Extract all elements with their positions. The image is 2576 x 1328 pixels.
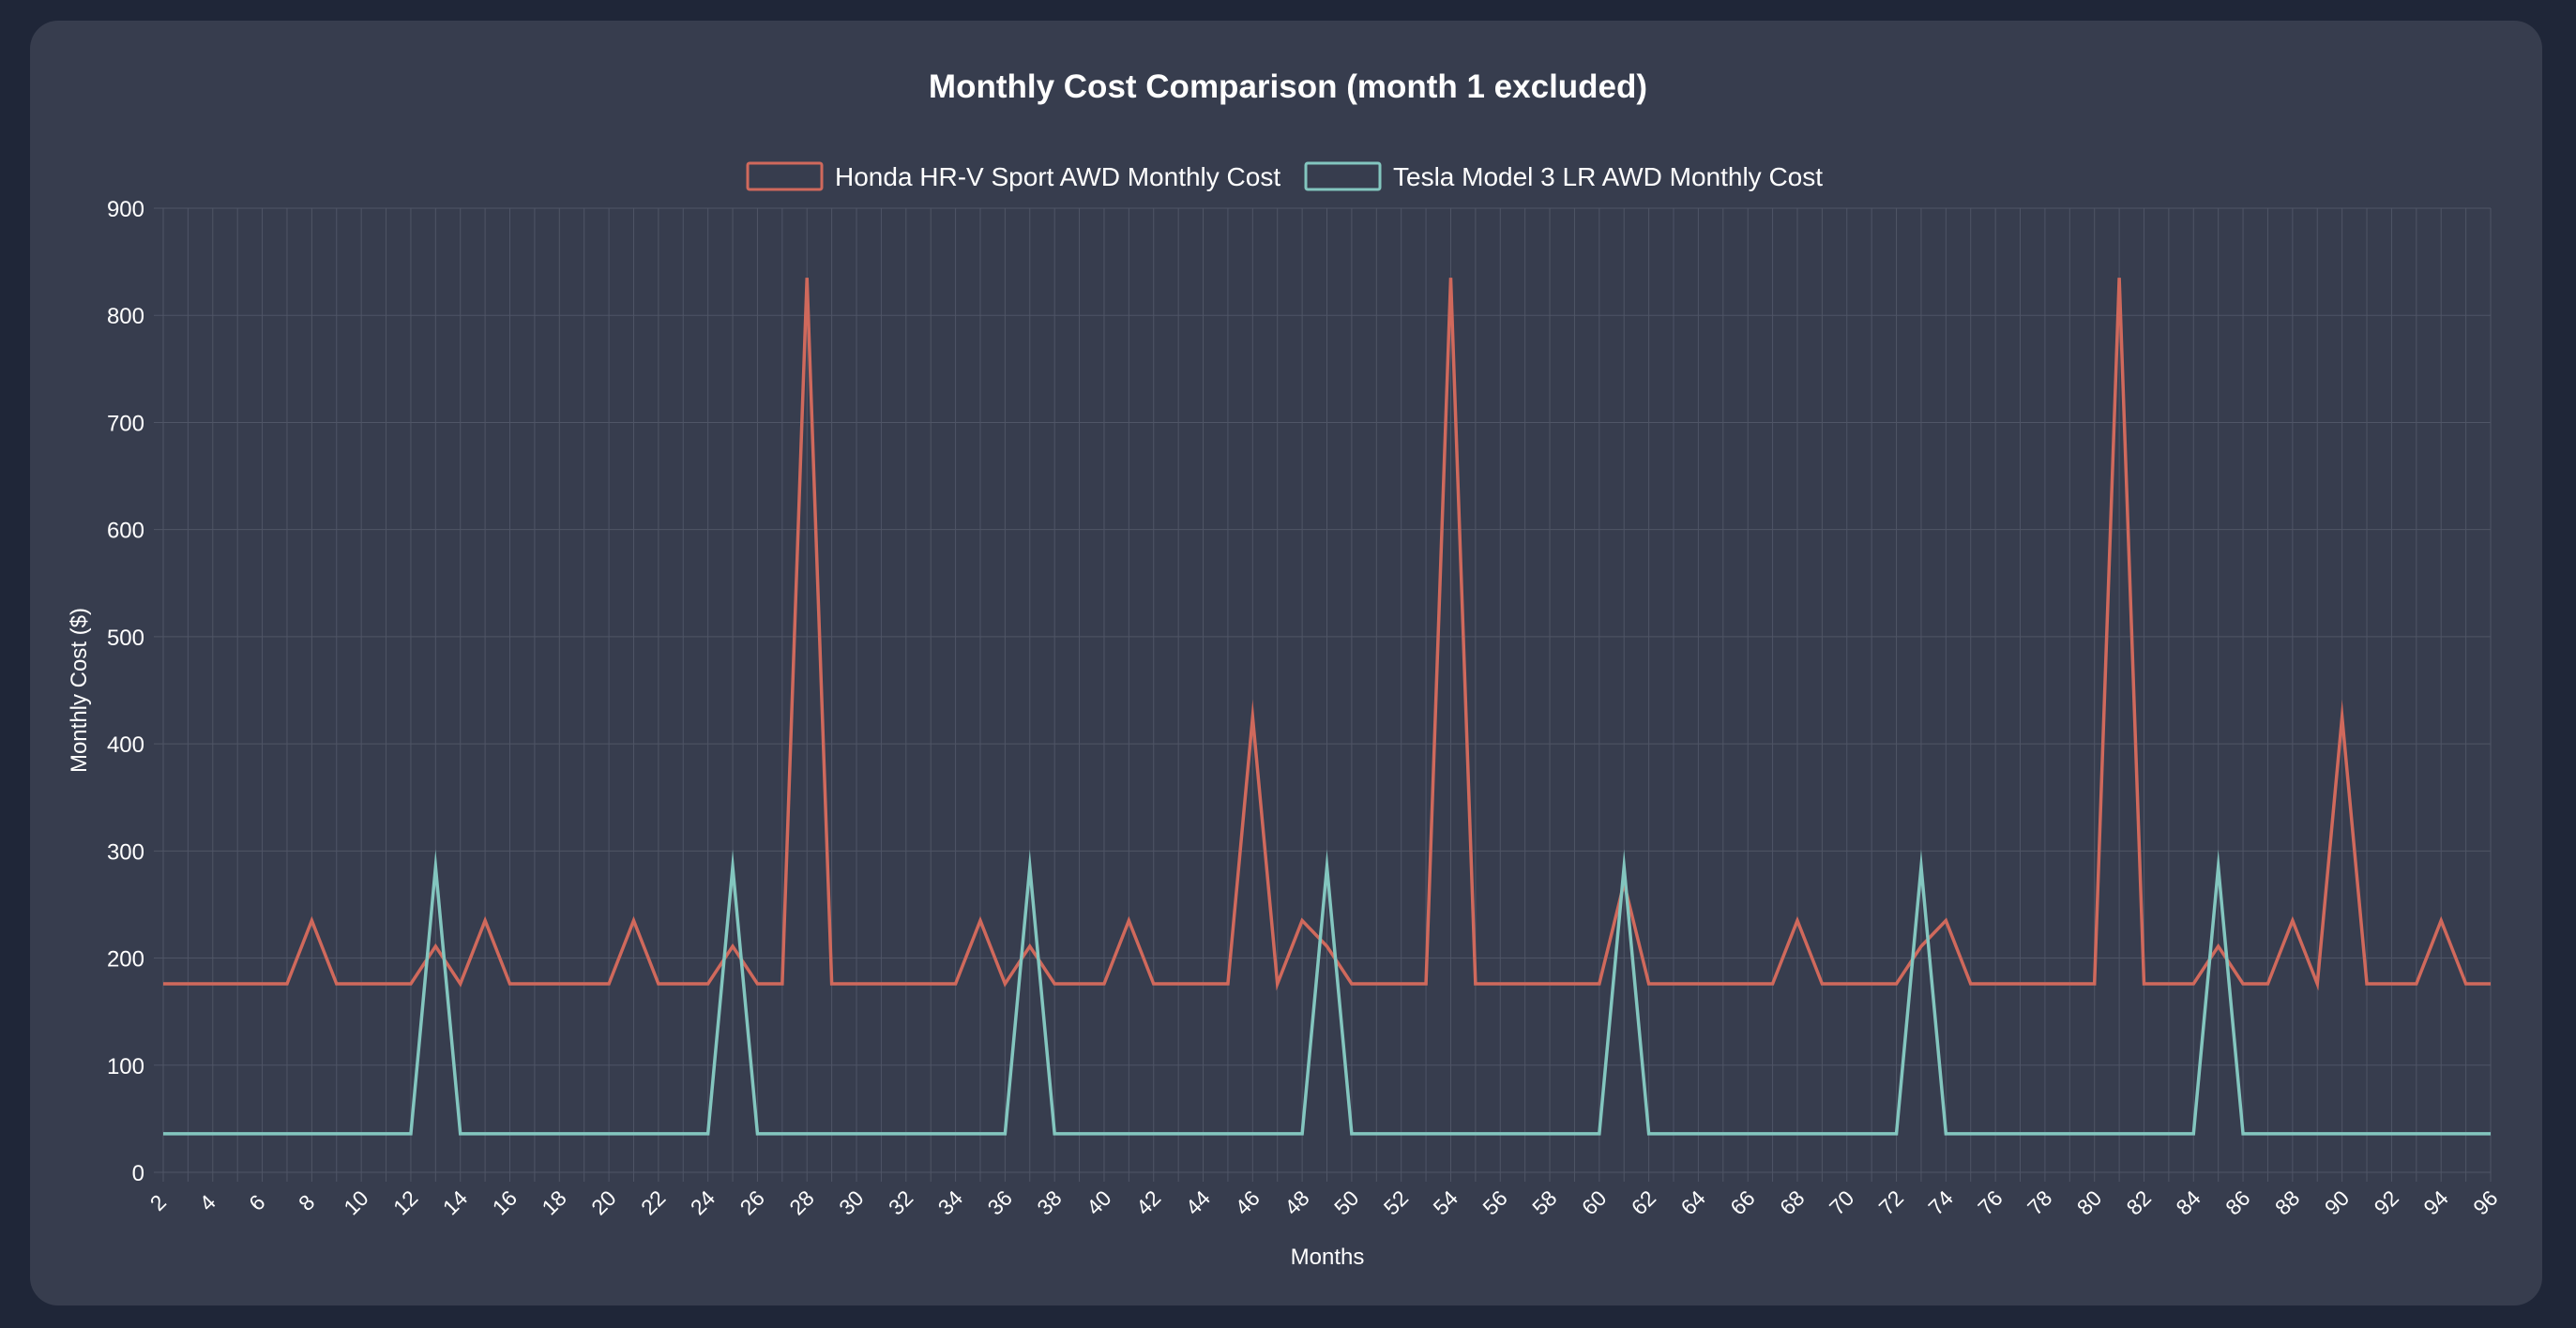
x-tick-label: 62 <box>1627 1185 1660 1219</box>
x-tick-label: 32 <box>884 1185 917 1219</box>
legend-item-honda[interactable]: Honda HR-V Sport AWD Monthly Cost <box>746 161 1280 191</box>
x-tick-label: 8 <box>294 1190 319 1215</box>
x-tick-label: 18 <box>537 1185 570 1219</box>
x-tick-label: 76 <box>1973 1185 2007 1219</box>
x-tick-label: 88 <box>2270 1185 2304 1219</box>
y-tick-label: 700 <box>107 411 144 436</box>
legend-label-honda: Honda HR-V Sport AWD Monthly Cost <box>835 162 1280 191</box>
x-tick-label: 6 <box>244 1190 269 1215</box>
x-tick-label: 42 <box>1131 1185 1165 1219</box>
x-tick-label: 66 <box>1725 1185 1759 1219</box>
x-tick-label: 90 <box>2320 1185 2354 1219</box>
y-tick-label: 100 <box>107 1054 144 1079</box>
x-tick-label: 30 <box>834 1185 868 1219</box>
x-tick-label: 28 <box>784 1185 818 1219</box>
x-tick-label: 12 <box>388 1185 422 1219</box>
y-tick-label: 300 <box>107 839 144 865</box>
x-tick-label: 56 <box>1477 1185 1511 1219</box>
x-tick-label: 80 <box>2072 1185 2106 1219</box>
y-tick-label: 400 <box>107 732 144 758</box>
series-lines <box>163 278 2491 1136</box>
x-tick-label: 82 <box>2122 1185 2156 1219</box>
y-tick-label: 500 <box>107 626 144 651</box>
chart-title: Monthly Cost Comparison (month 1 exclude… <box>929 68 1647 105</box>
legend[interactable]: Honda HR-V Sport AWD Monthly Cost Tesla … <box>746 161 1823 191</box>
x-tick-label: 92 <box>2370 1185 2403 1219</box>
x-axis-label: Months <box>1291 1245 1365 1270</box>
series-line-honda <box>163 278 2491 991</box>
y-tick-label: 200 <box>107 947 144 973</box>
legend-swatch-honda <box>746 161 824 191</box>
x-tick-label: 96 <box>2468 1185 2502 1219</box>
x-tick-label: 26 <box>735 1185 769 1219</box>
x-tick-label: 84 <box>2171 1185 2205 1220</box>
x-tick-label: 10 <box>339 1185 372 1219</box>
x-tick-label: 14 <box>438 1185 473 1220</box>
x-tick-label: 74 <box>1923 1185 1958 1220</box>
x-tick-label: 22 <box>636 1185 670 1219</box>
y-axis-label: Monthly Cost ($) <box>67 608 92 773</box>
x-tick-label: 52 <box>1379 1185 1413 1219</box>
x-tick-label: 64 <box>1676 1185 1711 1220</box>
x-tick-label: 94 <box>2418 1185 2453 1220</box>
x-tick-label: 4 <box>194 1189 220 1215</box>
x-tick-label: 72 <box>1874 1185 1908 1219</box>
x-tick-label: 46 <box>1230 1185 1264 1219</box>
x-tick-label: 38 <box>1032 1185 1066 1219</box>
legend-label-tesla: Tesla Model 3 LR AWD Monthly Cost <box>1393 162 1823 191</box>
x-tick-label: 2 <box>145 1190 171 1215</box>
x-tick-label: 44 <box>1181 1185 1216 1220</box>
x-axis-ticks: 2 4 6 8 10 12 14 16 18 20 22 24 26 28 30 32 34 36 38 40 42 44… <box>145 1185 2503 1220</box>
y-tick-label: 900 <box>107 197 144 222</box>
x-tick-label: 58 <box>1527 1185 1561 1219</box>
x-tick-label: 78 <box>2023 1185 2056 1219</box>
x-tick-label: 50 <box>1329 1185 1363 1219</box>
x-tick-label: 40 <box>1082 1185 1115 1219</box>
x-tick-label: 36 <box>982 1185 1016 1219</box>
chart-card <box>30 21 2542 1305</box>
x-tick-label: 70 <box>1825 1185 1858 1219</box>
y-tick-label: 0 <box>132 1161 144 1186</box>
x-tick-label: 48 <box>1280 1185 1313 1219</box>
x-tick-label: 16 <box>488 1185 522 1219</box>
y-axis-ticks: 0 100 200 300 400 500 600 700 800 900 <box>107 197 144 1186</box>
x-tick-label: 54 <box>1429 1185 1463 1220</box>
x-tick-label: 20 <box>586 1185 620 1219</box>
y-tick-label: 800 <box>107 304 144 329</box>
x-tick-label: 24 <box>686 1185 720 1220</box>
x-tick-label: 68 <box>1775 1185 1809 1219</box>
x-tick-label: 86 <box>2220 1185 2254 1219</box>
y-tick-label: 600 <box>107 519 144 544</box>
legend-swatch-tesla <box>1304 161 1382 191</box>
x-tick-label: 34 <box>933 1185 968 1220</box>
legend-item-tesla[interactable]: Tesla Model 3 LR AWD Monthly Cost <box>1304 161 1823 191</box>
x-tick-label: 60 <box>1577 1185 1611 1219</box>
grid-lines <box>154 207 2492 1182</box>
series-line-tesla <box>163 849 2491 1136</box>
